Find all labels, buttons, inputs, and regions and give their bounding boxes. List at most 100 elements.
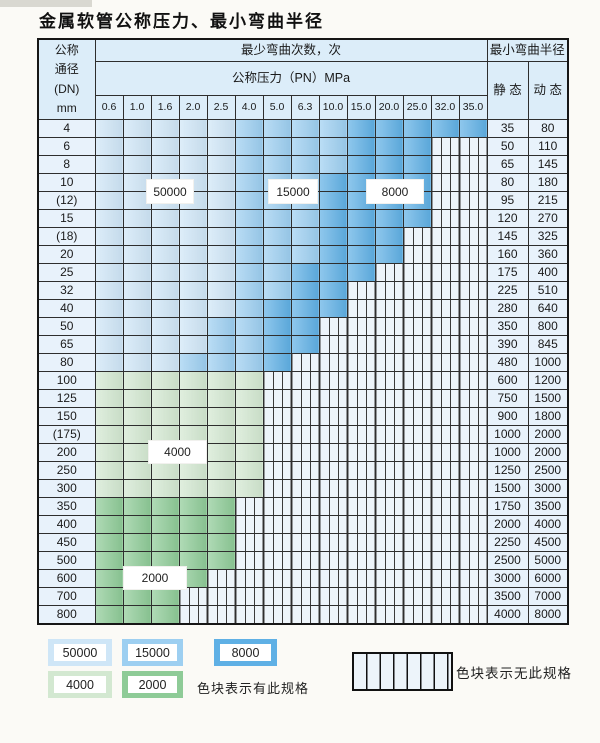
static-radius-value: 1250 (486, 461, 529, 480)
legend-swatch-4000: 4000 (48, 671, 112, 698)
cell-no-spec (458, 281, 488, 300)
cell-4000-cycles (178, 371, 208, 390)
cell-50000-cycles (178, 137, 208, 156)
cell-4000-cycles (178, 407, 208, 426)
cell-4000-cycles (94, 461, 124, 480)
cell-50000-cycles (122, 317, 152, 336)
cell-no-spec (318, 515, 348, 534)
pressure-value-header: 10.0 (318, 95, 348, 120)
table-row: 400 2000 4000 (37, 515, 569, 534)
cell-no-spec (430, 191, 460, 210)
dynamic-column-header: 动 态 (527, 61, 569, 120)
dn-value: 150 (37, 407, 96, 426)
cell-50000-cycles (206, 137, 236, 156)
cell-50000-cycles (122, 191, 152, 210)
cell-no-spec (262, 389, 292, 408)
cell-no-spec (346, 425, 376, 444)
cell-no-spec (458, 353, 488, 372)
cell-no-spec (458, 137, 488, 156)
cell-15000-cycles (262, 245, 292, 264)
cell-no-spec (234, 497, 264, 516)
dynamic-radius-value: 360 (527, 245, 569, 264)
cell-no-spec (402, 407, 432, 426)
cell-no-spec (318, 605, 348, 625)
cell-8000-cycles (318, 263, 348, 282)
cell-50000-cycles (94, 137, 124, 156)
cell-50000-cycles (122, 281, 152, 300)
dynamic-radius-value: 180 (527, 173, 569, 192)
cell-50000-cycles (178, 119, 208, 138)
cell-no-spec (262, 407, 292, 426)
cell-no-spec (402, 335, 432, 354)
cell-2000-cycles (94, 515, 124, 534)
cell-15000-cycles (262, 281, 292, 300)
cell-no-spec (458, 335, 488, 354)
dn-column-header: 公称 通径 (DN) mm (37, 38, 96, 120)
cell-no-spec (374, 515, 404, 534)
static-radius-value: 2250 (486, 533, 529, 552)
cell-no-spec (458, 461, 488, 480)
static-radius-value: 280 (486, 299, 529, 318)
cell-4000-cycles (234, 461, 264, 480)
dn-value: 400 (37, 515, 96, 534)
cell-no-spec (346, 497, 376, 516)
cell-50000-cycles (206, 119, 236, 138)
cell-4000-cycles (150, 479, 180, 498)
cell-15000-cycles (234, 227, 264, 246)
cell-15000-cycles (234, 119, 264, 138)
cell-no-spec (430, 353, 460, 372)
table-row: 700 3500 7000 (37, 587, 569, 606)
dn-value: (175) (37, 425, 96, 444)
table-row: 125 750 1500 (37, 389, 569, 408)
cell-50000-cycles (178, 245, 208, 264)
static-radius-value: 350 (486, 317, 529, 336)
cell-no-spec (402, 515, 432, 534)
cell-no-spec (374, 281, 404, 300)
cell-50000-cycles (94, 119, 124, 138)
cell-no-spec (402, 299, 432, 318)
cell-no-spec (374, 551, 404, 570)
cell-8000-cycles (402, 119, 432, 138)
dynamic-radius-value: 510 (527, 281, 569, 300)
cell-no-spec (458, 479, 488, 498)
dynamic-radius-value: 4500 (527, 533, 569, 552)
cell-no-spec (402, 497, 432, 516)
dn-value: 40 (37, 299, 96, 318)
cell-no-spec (430, 569, 460, 588)
cell-15000-cycles (290, 227, 320, 246)
dn-value: 350 (37, 497, 96, 516)
cell-no-spec (318, 443, 348, 462)
cell-no-spec (458, 551, 488, 570)
cell-8000-cycles (318, 245, 348, 264)
cell-no-spec (430, 317, 460, 336)
cell-8000-cycles (374, 209, 404, 228)
cell-15000-cycles (290, 137, 320, 156)
cell-15000-cycles (318, 155, 348, 174)
cell-4000-cycles (150, 407, 180, 426)
dn-value: (18) (37, 227, 96, 246)
cell-no-spec (262, 569, 292, 588)
cell-8000-cycles (262, 335, 292, 354)
cell-no-spec (290, 461, 320, 480)
cell-no-spec (458, 209, 488, 228)
cell-no-spec (374, 569, 404, 588)
cell-8000-cycles (290, 317, 320, 336)
legend-unavailable-note: 色块表示无此规格 (456, 666, 572, 681)
cell-no-spec (374, 479, 404, 498)
cell-50000-cycles (206, 209, 236, 228)
cell-no-spec (374, 353, 404, 372)
table-row: 600 3000 6000 (37, 569, 569, 588)
dn-value: 800 (37, 605, 96, 625)
cell-no-spec (206, 569, 236, 588)
static-radius-value: 145 (486, 227, 529, 246)
cell-8000-cycles (290, 263, 320, 282)
dn-value: 25 (37, 263, 96, 282)
cell-no-spec (430, 371, 460, 390)
cell-no-spec (262, 425, 292, 444)
cell-50000-cycles (122, 335, 152, 354)
cell-15000-cycles (206, 317, 236, 336)
cell-4000-cycles (234, 479, 264, 498)
cell-8000-cycles (318, 209, 348, 228)
cell-4000-cycles (178, 389, 208, 408)
cell-50000-cycles (150, 281, 180, 300)
